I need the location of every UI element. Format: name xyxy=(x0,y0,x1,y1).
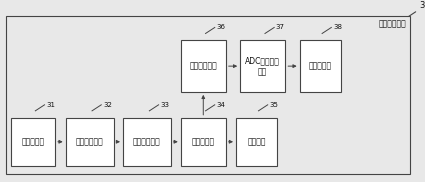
Text: ADC量化编码
电路: ADC量化编码 电路 xyxy=(245,56,280,76)
Text: 37: 37 xyxy=(276,24,285,30)
Text: 数字显示器: 数字显示器 xyxy=(309,62,332,71)
Bar xyxy=(300,40,340,92)
Text: 压力传感器: 压力传感器 xyxy=(22,137,45,146)
Text: 步进马达: 步进马达 xyxy=(247,137,266,146)
Text: 34: 34 xyxy=(216,102,225,108)
Text: 压力调节器: 压力调节器 xyxy=(192,137,215,146)
Bar xyxy=(236,118,277,166)
Text: 压力回馈单元: 压力回馈单元 xyxy=(76,137,104,146)
Text: 32: 32 xyxy=(103,102,112,108)
Bar xyxy=(181,118,226,166)
Bar xyxy=(65,118,114,166)
Text: 36: 36 xyxy=(216,24,225,30)
Text: 38: 38 xyxy=(333,24,342,30)
Bar xyxy=(181,40,226,92)
Text: 压力调节装置: 压力调节装置 xyxy=(379,20,407,29)
Text: 3: 3 xyxy=(419,1,424,10)
Bar xyxy=(240,40,285,92)
Text: 31: 31 xyxy=(46,102,55,108)
Text: 信号处理单元: 信号处理单元 xyxy=(133,137,161,146)
Bar xyxy=(123,118,171,166)
Bar xyxy=(11,118,55,166)
Text: 采样保持电路: 采样保持电路 xyxy=(190,62,217,71)
Text: 35: 35 xyxy=(269,102,278,108)
Text: 33: 33 xyxy=(160,102,169,108)
